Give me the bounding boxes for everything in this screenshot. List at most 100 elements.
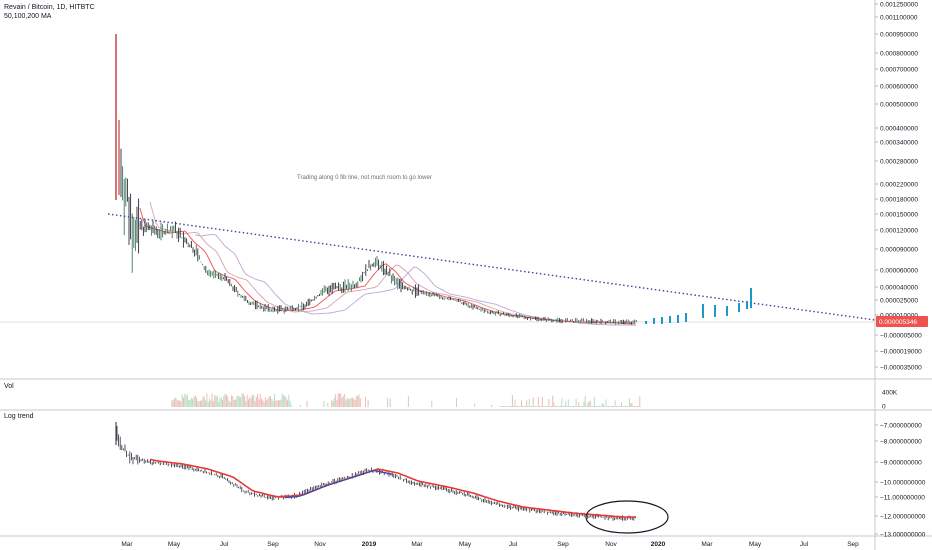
- volume-bar: [253, 395, 255, 407]
- volume-bar: [251, 394, 253, 407]
- volume-bar: [288, 395, 290, 407]
- volume-bar: [510, 406, 512, 407]
- volume-bar: [352, 397, 353, 407]
- volume-bar: [595, 406, 597, 407]
- volume-bar: [513, 406, 515, 407]
- projection-bar: [685, 313, 687, 322]
- volume-bar: [262, 400, 264, 407]
- volume-bar: [618, 406, 620, 407]
- volume-bar: [530, 406, 532, 407]
- volume-bar: [227, 396, 229, 407]
- volume-bar: [621, 402, 623, 407]
- volume-bar: [344, 394, 346, 407]
- volume-bar: [349, 398, 351, 407]
- volume-bar: [274, 394, 275, 407]
- volume-bar: [522, 406, 524, 407]
- volume-bar: [270, 396, 272, 407]
- volume-bar: [248, 399, 249, 407]
- log-tick-label: −12.000000000: [880, 514, 926, 521]
- ma-200-line: [194, 233, 637, 326]
- volume-bar: [233, 400, 235, 407]
- volume-bar: [236, 396, 238, 407]
- volume-bar: [617, 406, 619, 407]
- volume-bar: [506, 406, 508, 407]
- volume-bar: [289, 401, 291, 407]
- volume-bar: [562, 406, 564, 407]
- volume-bar: [228, 400, 230, 407]
- volume-bar: [218, 401, 220, 407]
- volume-bar: [207, 402, 209, 407]
- volume-bar: [266, 400, 268, 407]
- volume-bar: [237, 395, 239, 407]
- volume-bar: [196, 397, 197, 407]
- volume-bar: [271, 398, 273, 407]
- volume-bar: [229, 401, 231, 407]
- log-tick-label: −8.000000000: [880, 439, 922, 446]
- volume-bar: [284, 395, 286, 407]
- volume-bar: [509, 406, 511, 407]
- volume-bar: [287, 400, 288, 407]
- volume-bar: [638, 406, 639, 407]
- volume-bar: [332, 400, 334, 407]
- volume-bar: [342, 395, 344, 407]
- price-tick-label: 0.000090000: [880, 247, 918, 254]
- price-candles: [115, 34, 637, 325]
- volume-bar: [276, 400, 278, 407]
- volume-bar: [600, 406, 602, 407]
- time-axis-month-label: Sep: [847, 541, 859, 548]
- log-tick-label: −7.000000000: [880, 423, 922, 430]
- volume-bar: [550, 406, 552, 407]
- volume-bar: [231, 395, 233, 407]
- volume-bar: [518, 406, 520, 407]
- volume-bar: [214, 395, 216, 407]
- volume-bar: [300, 405, 301, 407]
- volume-bar: [203, 397, 205, 407]
- volume-bar: [216, 395, 218, 407]
- volume-bar: [535, 406, 537, 407]
- volume-bar: [628, 398, 630, 407]
- volume-bar: [327, 402, 329, 407]
- price-tick-label: 0.001100000: [880, 15, 918, 22]
- time-axis-month-label: Mar: [701, 541, 713, 548]
- price-tick-label: 0.000700000: [880, 67, 918, 74]
- volume-bar: [290, 405, 292, 407]
- projection-bar: [661, 317, 663, 324]
- volume-bar: [306, 400, 308, 407]
- volume-bar: [626, 406, 628, 407]
- log-tick-label: −10.000000000: [880, 480, 926, 487]
- volume-bar: [272, 401, 274, 407]
- volume-bar: [612, 406, 613, 407]
- volume-bar: [623, 406, 625, 407]
- time-axis-month-label: May: [459, 541, 472, 548]
- volume-bar: [561, 398, 563, 407]
- price-tick-label: 0.000950000: [880, 32, 918, 39]
- volume-bar: [586, 406, 587, 407]
- volume-bar: [631, 403, 633, 407]
- volume-bar: [635, 406, 637, 407]
- volume-bar: [192, 399, 194, 407]
- price-tick-label: 0.001250000: [880, 2, 918, 9]
- volume-bar: [281, 393, 283, 407]
- volume-bar: [580, 406, 582, 407]
- projection-bar: [702, 304, 704, 318]
- volume-bar: [365, 396, 366, 407]
- volume-bar: [407, 395, 409, 407]
- volume-bar: [504, 406, 506, 407]
- volume-bar: [345, 400, 347, 407]
- volume-bar: [263, 401, 265, 407]
- volume-bar: [250, 398, 252, 407]
- volume-tick-label: 0: [882, 404, 886, 411]
- volume-bar: [567, 399, 569, 407]
- volume-bar: [258, 399, 260, 407]
- time-axis-month-label: Mar: [411, 541, 423, 548]
- volume-bar: [353, 398, 355, 407]
- volume-bar: [254, 400, 256, 407]
- projection-bars: [645, 288, 752, 324]
- price-tick-label: 0.000180000: [880, 197, 918, 204]
- volume-bar: [335, 394, 337, 407]
- log-tick-label: −9.000000000: [880, 460, 922, 467]
- volume-bar: [575, 398, 577, 407]
- volume-bar: [264, 397, 266, 407]
- volume-bar: [211, 393, 213, 407]
- volume-bar: [179, 400, 181, 407]
